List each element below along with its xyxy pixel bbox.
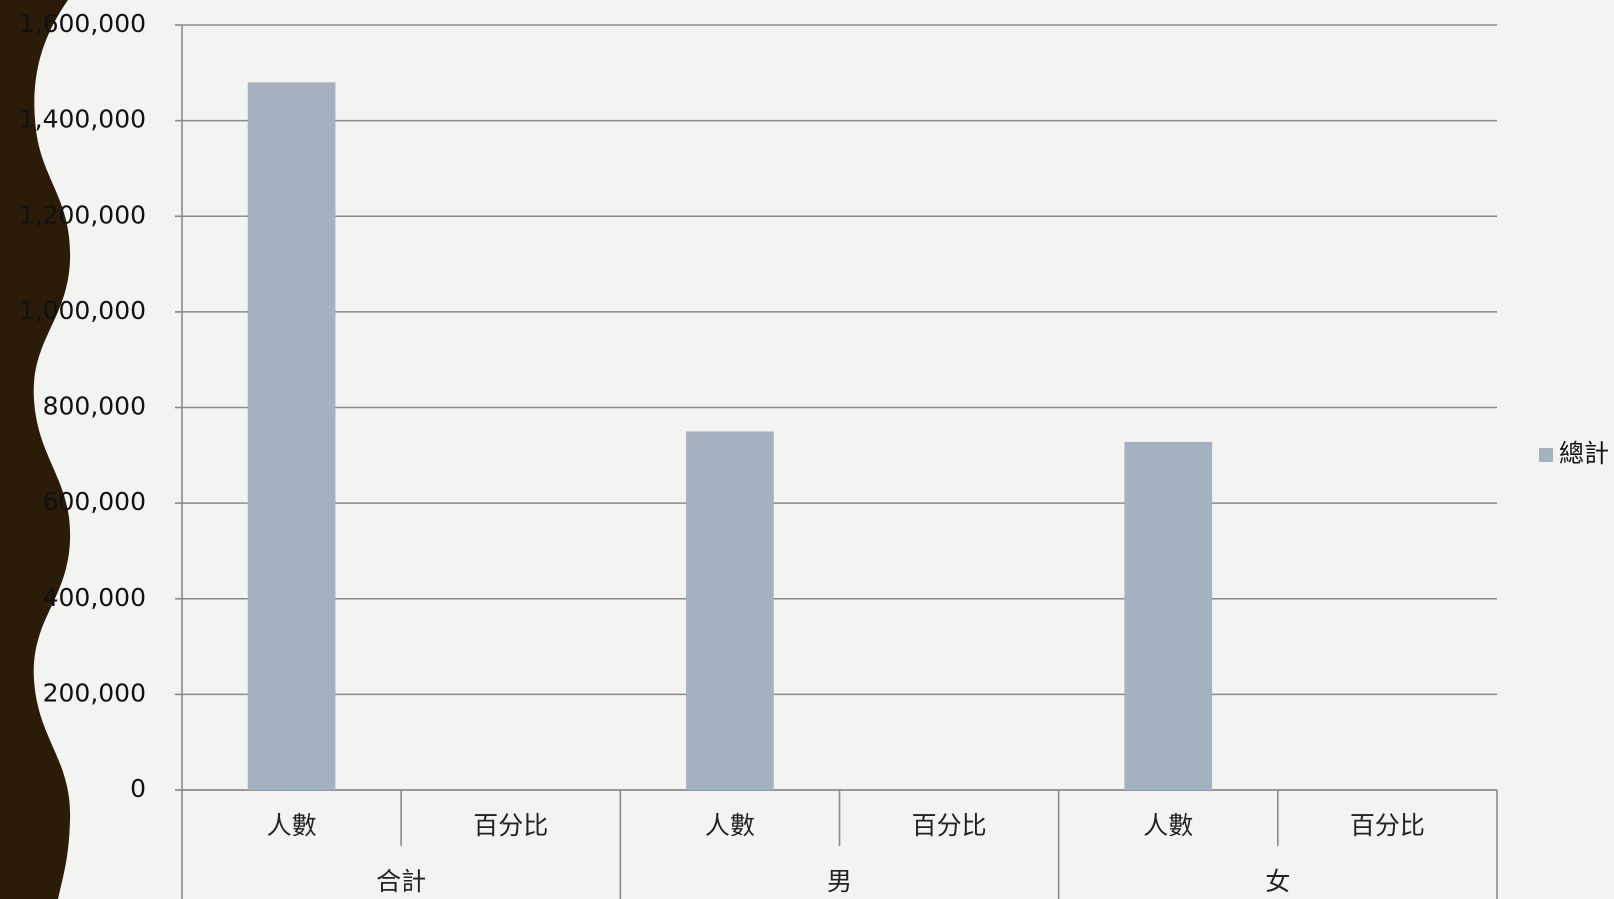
bar <box>686 431 774 790</box>
x-tick-label: 百分比 <box>473 811 548 840</box>
y-tick-label: 600,000 <box>43 487 146 516</box>
y-tick-label: 0 <box>130 774 146 803</box>
group-label: 合計 <box>376 867 426 896</box>
bar <box>1124 441 1213 790</box>
x-tick-label: 人數 <box>705 811 755 840</box>
y-tick-label: 200,000 <box>43 678 146 707</box>
y-tick-label: 1,400,000 <box>19 105 146 134</box>
bar <box>247 82 336 790</box>
group-label: 女 <box>1265 867 1290 896</box>
x-tick-label: 人數 <box>1143 811 1193 840</box>
group-label: 男 <box>827 867 852 896</box>
y-tick-label: 800,000 <box>43 392 146 421</box>
decoration-wave <box>0 0 71 899</box>
y-tick-label: 1,000,000 <box>19 296 146 325</box>
y-tick-label: 400,000 <box>43 583 146 612</box>
legend-swatch <box>1539 448 1553 462</box>
legend-label: 總計 <box>1559 439 1609 468</box>
x-tick-label: 百分比 <box>1350 811 1425 840</box>
x-tick-label: 人數 <box>267 811 317 840</box>
y-tick-label: 1,600,000 <box>19 9 146 38</box>
y-tick-label: 1,200,000 <box>19 200 146 229</box>
x-tick-label: 百分比 <box>912 811 987 840</box>
